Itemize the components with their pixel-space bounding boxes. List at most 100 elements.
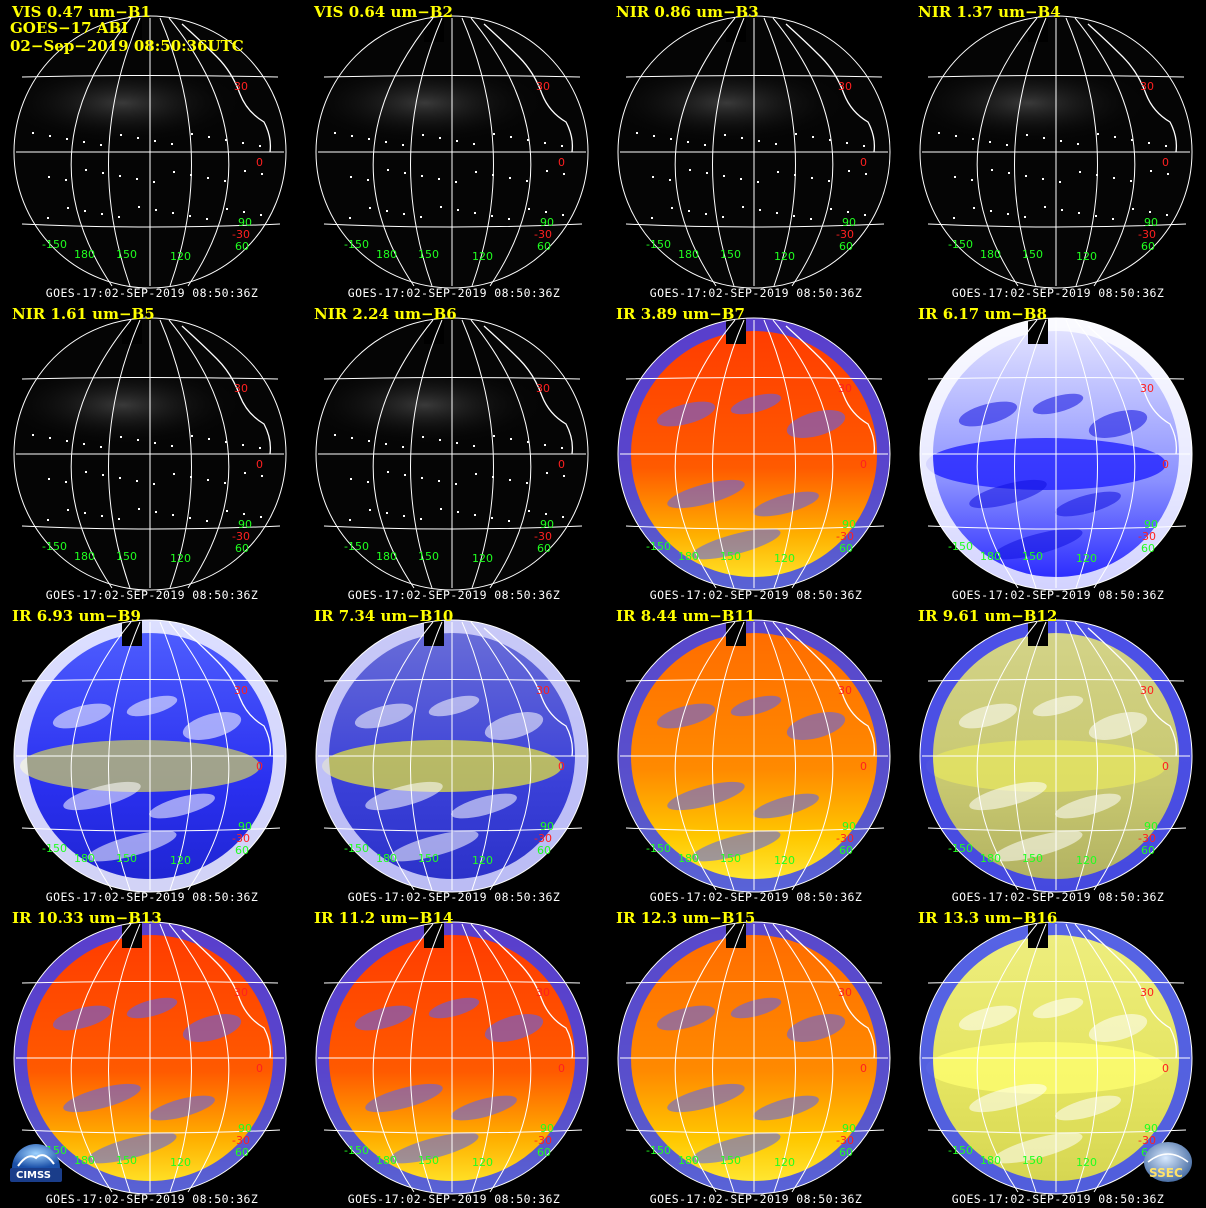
longitude-label: 60 bbox=[235, 844, 249, 857]
longitude-label: 150 bbox=[116, 852, 137, 865]
latitude-label: -30 bbox=[232, 530, 250, 543]
latitude-label: 30 bbox=[234, 382, 248, 395]
longitude-label: 60 bbox=[537, 844, 551, 857]
latitude-label: 30 bbox=[838, 684, 852, 697]
latitude-label: -30 bbox=[1138, 530, 1156, 543]
longitude-label: 150 bbox=[720, 248, 741, 261]
longitude-label: 60 bbox=[839, 542, 853, 555]
band-title: NIR 0.86 um−B3 bbox=[616, 3, 759, 21]
satellite-label: GOES−17 ABI bbox=[10, 19, 129, 37]
latitude-label: -30 bbox=[534, 832, 552, 845]
longitude-label: 120 bbox=[472, 250, 493, 263]
longitude-label: -150 bbox=[42, 238, 67, 251]
latitude-label: 30 bbox=[536, 684, 550, 697]
longitude-label: 150 bbox=[418, 1154, 439, 1167]
panel-timestamp: GOES-17:02-SEP-2019 08:50:36Z bbox=[45, 588, 259, 602]
longitude-label: 60 bbox=[839, 844, 853, 857]
latitude-label: 0 bbox=[256, 1062, 263, 1075]
globe-image bbox=[13, 317, 287, 591]
band-title: IR 13.3 um−B16 bbox=[918, 909, 1058, 927]
latitude-label: -30 bbox=[232, 832, 250, 845]
longitude-label: 90 bbox=[238, 820, 252, 833]
longitude-label: -150 bbox=[948, 540, 973, 553]
band-title: NIR 1.61 um−B5 bbox=[12, 305, 155, 323]
band-title: IR 6.17 um−B8 bbox=[918, 305, 1047, 323]
longitude-label: 180 bbox=[678, 248, 699, 261]
longitude-label: -150 bbox=[948, 238, 973, 251]
latitude-label: 30 bbox=[1140, 684, 1154, 697]
longitude-label: 150 bbox=[720, 852, 741, 865]
band-title: IR 7.34 um−B10 bbox=[314, 607, 454, 625]
band-panel: 30 0 -30 -150 180 150 120 60 90 NIR 1.37 um−B4 GOE… bbox=[908, 2, 1206, 302]
globe-image bbox=[919, 921, 1193, 1195]
longitude-label: 180 bbox=[74, 1154, 95, 1167]
longitude-label: -150 bbox=[42, 540, 67, 553]
longitude-label: 120 bbox=[1076, 552, 1097, 565]
cimss-logo-text: CIMSS bbox=[16, 1170, 51, 1181]
longitude-label: 90 bbox=[238, 216, 252, 229]
latitude-label: 0 bbox=[1162, 1062, 1169, 1075]
band-title: VIS 0.64 um−B2 bbox=[314, 3, 453, 21]
latitude-label: 0 bbox=[558, 458, 565, 471]
longitude-label: 150 bbox=[418, 852, 439, 865]
band-panel: 30 0 -30 -150 180 150 120 60 90 IR 9.61 um−B12 GOE… bbox=[908, 606, 1206, 906]
longitude-label: -150 bbox=[344, 540, 369, 553]
latitude-label: 30 bbox=[536, 382, 550, 395]
panel-timestamp: GOES-17:02-SEP-2019 08:50:36Z bbox=[649, 1192, 863, 1206]
band-panel: 30 0 -30 -150 180 150 120 60 90 NIR 1.61 um−B5 GOE… bbox=[2, 304, 302, 604]
longitude-label: 90 bbox=[842, 216, 856, 229]
band-title: IR 11.2 um−B14 bbox=[314, 909, 454, 927]
longitude-label: 150 bbox=[116, 550, 137, 563]
latitude-label: 0 bbox=[256, 760, 263, 773]
latitude-label: -30 bbox=[534, 530, 552, 543]
globe-image bbox=[315, 921, 589, 1195]
longitude-label: 150 bbox=[720, 550, 741, 563]
globe-image bbox=[919, 15, 1193, 289]
latitude-label: 30 bbox=[536, 986, 550, 999]
band-title: IR 3.89 um−B7 bbox=[616, 305, 745, 323]
longitude-label: 120 bbox=[774, 552, 795, 565]
longitude-label: 180 bbox=[376, 550, 397, 563]
longitude-label: -150 bbox=[42, 842, 67, 855]
longitude-label: 60 bbox=[235, 240, 249, 253]
globe-image bbox=[13, 921, 287, 1195]
globe-image bbox=[919, 317, 1193, 591]
longitude-label: 180 bbox=[376, 1154, 397, 1167]
longitude-label: 90 bbox=[842, 518, 856, 531]
latitude-label: 0 bbox=[558, 760, 565, 773]
panel-timestamp: GOES-17:02-SEP-2019 08:50:36Z bbox=[45, 890, 259, 904]
longitude-label: 120 bbox=[170, 552, 191, 565]
longitude-label: 120 bbox=[170, 854, 191, 867]
ssec-logo-text: SSEC bbox=[1149, 1166, 1183, 1180]
latitude-label: 0 bbox=[1162, 156, 1169, 169]
longitude-label: 90 bbox=[842, 820, 856, 833]
panel-timestamp: GOES-17:02-SEP-2019 08:50:36Z bbox=[951, 890, 1165, 904]
globe-image bbox=[13, 619, 287, 893]
latitude-label: 30 bbox=[234, 684, 248, 697]
latitude-label: 0 bbox=[1162, 760, 1169, 773]
panel-timestamp: GOES-17:02-SEP-2019 08:50:36Z bbox=[347, 890, 561, 904]
globe-image bbox=[919, 619, 1193, 893]
latitude-label: -30 bbox=[1138, 228, 1156, 241]
longitude-label: -150 bbox=[646, 238, 671, 251]
longitude-label: 150 bbox=[418, 248, 439, 261]
latitude-label: -30 bbox=[232, 228, 250, 241]
latitude-label: 0 bbox=[860, 760, 867, 773]
ssec-logo: SSEC bbox=[1140, 1140, 1196, 1190]
longitude-label: -150 bbox=[948, 842, 973, 855]
band-panel: 30 0 -30 -150 180 150 120 60 90 IR 6.93 um−B9 GOES… bbox=[2, 606, 302, 906]
longitude-label: 90 bbox=[540, 216, 554, 229]
longitude-label: -150 bbox=[344, 1144, 369, 1157]
longitude-label: 90 bbox=[842, 1122, 856, 1135]
longitude-label: 120 bbox=[170, 1156, 191, 1169]
band-title: IR 9.61 um−B12 bbox=[918, 607, 1058, 625]
globe-image bbox=[315, 15, 589, 289]
latitude-label: 0 bbox=[256, 458, 263, 471]
longitude-label: 90 bbox=[540, 1122, 554, 1135]
longitude-label: 180 bbox=[678, 1154, 699, 1167]
band-panel: 30 0 -30 -150 180 150 120 60 90 IR 6.17 um−B8 GOES… bbox=[908, 304, 1206, 604]
longitude-label: 120 bbox=[170, 250, 191, 263]
longitude-label: 180 bbox=[980, 852, 1001, 865]
timestamp-label: 02−Sep−2019 08:50:36UTC bbox=[10, 37, 244, 55]
latitude-label: -30 bbox=[232, 1134, 250, 1147]
